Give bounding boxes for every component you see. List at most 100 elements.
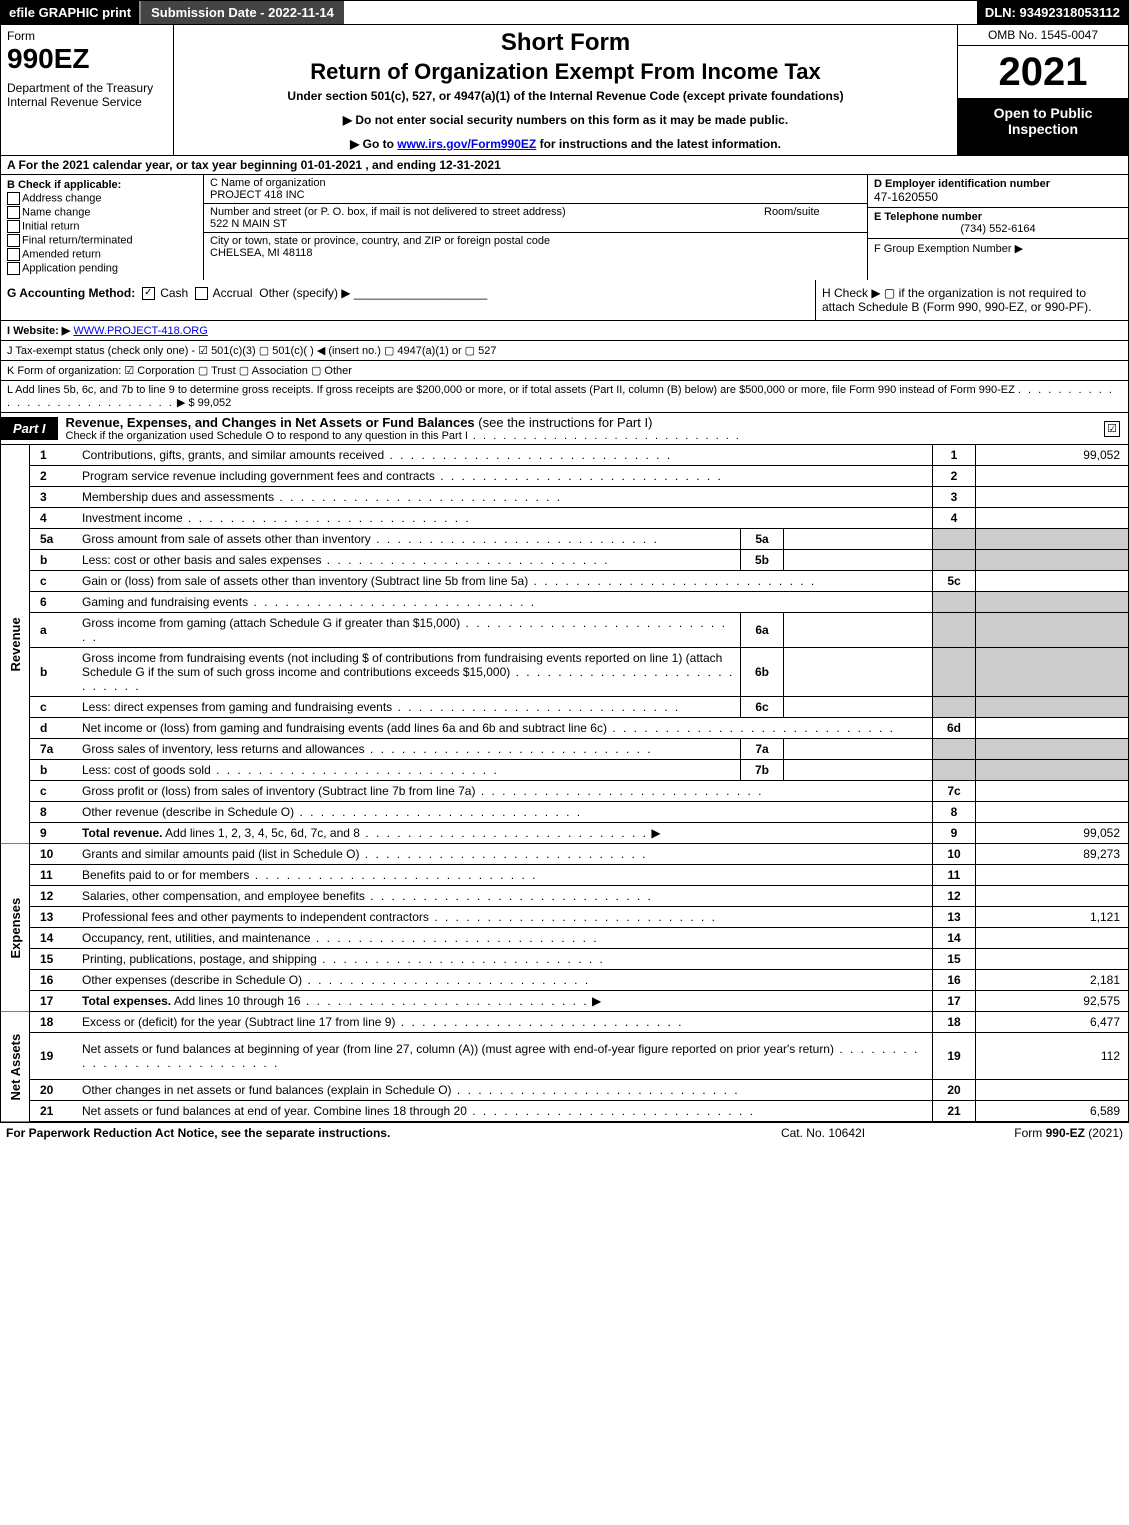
row-l-amount: $ 99,052 bbox=[188, 397, 231, 409]
form-title: Return of Organization Exempt From Incom… bbox=[182, 59, 949, 85]
line-number: 11 bbox=[30, 865, 79, 886]
group-exempt-cell: F Group Exemption Number ▶ bbox=[868, 238, 1128, 258]
line-description: Program service revenue including govern… bbox=[78, 466, 933, 487]
mini-line-label: 7b bbox=[741, 760, 784, 781]
line-row: 2Program service revenue including gover… bbox=[1, 466, 1129, 487]
mini-line-value bbox=[784, 613, 933, 648]
goto-post: for instructions and the latest informat… bbox=[536, 137, 781, 151]
line-ref-shaded bbox=[933, 550, 976, 571]
line-description: Grants and similar amounts paid (list in… bbox=[78, 844, 933, 865]
efile-label[interactable]: efile GRAPHIC print bbox=[1, 1, 139, 24]
irs-link[interactable]: www.irs.gov/Form990EZ bbox=[397, 137, 536, 151]
line-amount-shaded bbox=[976, 739, 1129, 760]
line-description: Occupancy, rent, utilities, and maintena… bbox=[78, 928, 933, 949]
line-description: Gross sales of inventory, less returns a… bbox=[78, 739, 741, 760]
line-number: 21 bbox=[30, 1101, 79, 1122]
line-ref: 18 bbox=[933, 1012, 976, 1033]
chk-address-change[interactable]: Address change bbox=[7, 192, 197, 205]
line-amount: 6,477 bbox=[976, 1012, 1129, 1033]
expenses-table: Expenses10Grants and similar amounts pai… bbox=[0, 844, 1129, 1012]
line-ref: 19 bbox=[933, 1033, 976, 1080]
mini-line-value bbox=[784, 739, 933, 760]
cash-checkbox[interactable]: ✓ bbox=[142, 287, 155, 300]
line-amount-shaded bbox=[976, 648, 1129, 697]
dept-label: Department of the Treasury Internal Reve… bbox=[7, 81, 167, 109]
part-i-label: Part I bbox=[1, 417, 58, 440]
line-description: Gross income from gaming (attach Schedul… bbox=[78, 613, 741, 648]
line-amount bbox=[976, 928, 1129, 949]
row-a-tax-year: A For the 2021 calendar year, or tax yea… bbox=[0, 156, 1129, 175]
org-city-cell: City or town, state or province, country… bbox=[204, 233, 867, 261]
line-row: 8Other revenue (describe in Schedule O)8 bbox=[1, 802, 1129, 823]
line-ref: 15 bbox=[933, 949, 976, 970]
line-number: 14 bbox=[30, 928, 79, 949]
line-ref: 11 bbox=[933, 865, 976, 886]
line-row: cGain or (loss) from sale of assets othe… bbox=[1, 571, 1129, 592]
line-number: 7a bbox=[30, 739, 79, 760]
line-number: 17 bbox=[30, 991, 79, 1012]
chk-name-change[interactable]: Name change bbox=[7, 206, 197, 219]
line-amount-shaded bbox=[976, 592, 1129, 613]
part-i-schedule-o-check[interactable]: ☑ bbox=[1104, 421, 1120, 437]
footer-mid: Cat. No. 10642I bbox=[723, 1126, 923, 1140]
line-amount bbox=[976, 865, 1129, 886]
line-number: 6 bbox=[30, 592, 79, 613]
line-ref-shaded bbox=[933, 613, 976, 648]
line-number: 20 bbox=[30, 1080, 79, 1101]
line-number: 5a bbox=[30, 529, 79, 550]
line-ref: 6d bbox=[933, 718, 976, 739]
line-ref-shaded bbox=[933, 760, 976, 781]
org-name-label: C Name of organization bbox=[210, 177, 326, 189]
line-ref-shaded bbox=[933, 529, 976, 550]
line-number: b bbox=[30, 760, 79, 781]
accrual-checkbox[interactable] bbox=[195, 287, 208, 300]
line-number: 8 bbox=[30, 802, 79, 823]
org-info-block: B Check if applicable: Address change Na… bbox=[0, 175, 1129, 280]
line-amount: 1,121 bbox=[976, 907, 1129, 928]
ssn-warning: ▶ Do not enter social security numbers o… bbox=[182, 113, 949, 127]
line-number: b bbox=[30, 648, 79, 697]
chk-final-return[interactable]: Final return/terminated bbox=[7, 234, 197, 247]
line-description: Total revenue. Add lines 1, 2, 3, 4, 5c,… bbox=[78, 823, 933, 844]
line-number: 10 bbox=[30, 844, 79, 865]
line-ref-shaded bbox=[933, 697, 976, 718]
line-amount bbox=[976, 1080, 1129, 1101]
line-number: 13 bbox=[30, 907, 79, 928]
line-amount: 112 bbox=[976, 1033, 1129, 1080]
line-row: 9Total revenue. Add lines 1, 2, 3, 4, 5c… bbox=[1, 823, 1129, 844]
website-link[interactable]: WWW.PROJECT-418.ORG bbox=[73, 325, 207, 337]
line-number: 16 bbox=[30, 970, 79, 991]
line-ref: 17 bbox=[933, 991, 976, 1012]
line-row: dNet income or (loss) from gaming and fu… bbox=[1, 718, 1129, 739]
footer-left: For Paperwork Reduction Act Notice, see … bbox=[6, 1126, 723, 1140]
line-row: 21Net assets or fund balances at end of … bbox=[1, 1101, 1129, 1122]
col-b-checkboxes: B Check if applicable: Address change Na… bbox=[1, 175, 204, 280]
room-label: Room/suite bbox=[764, 206, 820, 218]
chk-initial-return[interactable]: Initial return bbox=[7, 220, 197, 233]
line-amount bbox=[976, 487, 1129, 508]
chk-application-pending[interactable]: Application pending bbox=[7, 262, 197, 275]
line-ref: 8 bbox=[933, 802, 976, 823]
omb-number: OMB No. 1545-0047 bbox=[958, 25, 1128, 46]
line-ref: 2 bbox=[933, 466, 976, 487]
tel-label: E Telephone number bbox=[874, 211, 982, 223]
line-number: a bbox=[30, 613, 79, 648]
line-amount: 99,052 bbox=[976, 445, 1129, 466]
submission-date: Submission Date - 2022-11-14 bbox=[139, 1, 344, 24]
org-street: 522 N MAIN ST bbox=[210, 218, 287, 230]
line-row: 14Occupancy, rent, utilities, and mainte… bbox=[1, 928, 1129, 949]
chk-amended-return[interactable]: Amended return bbox=[7, 248, 197, 261]
row-h: H Check ▶ ▢ if the organization is not r… bbox=[815, 280, 1128, 320]
line-number: 19 bbox=[30, 1033, 79, 1080]
line-description: Gross amount from sale of assets other t… bbox=[78, 529, 741, 550]
line-description: Excess or (deficit) for the year (Subtra… bbox=[78, 1012, 933, 1033]
group-label: F Group Exemption Number ▶ bbox=[874, 243, 1023, 255]
mini-line-label: 7a bbox=[741, 739, 784, 760]
row-a-text: A For the 2021 calendar year, or tax yea… bbox=[7, 158, 501, 172]
org-street-cell: Number and street (or P. O. box, if mail… bbox=[204, 204, 867, 233]
line-ref: 14 bbox=[933, 928, 976, 949]
line-ref-shaded bbox=[933, 592, 976, 613]
line-row: 20Other changes in net assets or fund ba… bbox=[1, 1080, 1129, 1101]
mini-line-label: 5a bbox=[741, 529, 784, 550]
line-description: Gross income from fundraising events (no… bbox=[78, 648, 741, 697]
